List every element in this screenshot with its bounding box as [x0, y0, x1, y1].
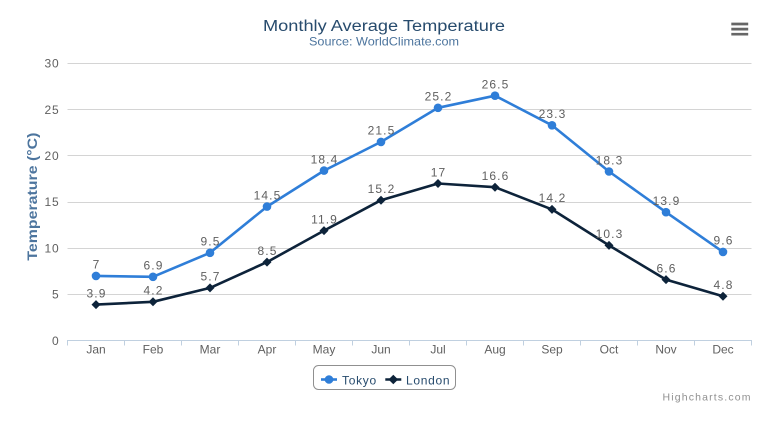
svg-text:Jul: Jul [430, 343, 445, 357]
svg-text:Dec: Dec [712, 343, 733, 357]
svg-text:Apr: Apr [258, 343, 277, 357]
svg-text:London: London [406, 373, 450, 387]
svg-text:17: 17 [431, 165, 447, 179]
svg-text:11.9: 11.9 [311, 212, 338, 226]
svg-text:18.3: 18.3 [596, 153, 624, 167]
svg-text:5: 5 [52, 288, 59, 302]
svg-text:16.6: 16.6 [482, 169, 510, 183]
svg-text:Sep: Sep [541, 343, 563, 357]
svg-text:Highcharts.com: Highcharts.com [663, 392, 751, 404]
svg-text:May: May [313, 343, 336, 357]
svg-text:7: 7 [93, 258, 101, 272]
svg-text:15.2: 15.2 [368, 182, 396, 196]
svg-text:Source: WorldClimate.com: Source: WorldClimate.com [309, 35, 459, 49]
svg-text:25.2: 25.2 [425, 90, 453, 104]
svg-text:15: 15 [45, 195, 60, 209]
svg-text:30: 30 [45, 57, 60, 71]
svg-text:3.9: 3.9 [87, 286, 107, 300]
svg-text:Nov: Nov [655, 343, 676, 357]
svg-text:Jan: Jan [86, 343, 105, 357]
svg-text:23.3: 23.3 [539, 107, 567, 121]
svg-text:4.2: 4.2 [144, 284, 164, 298]
svg-text:0: 0 [52, 334, 59, 348]
svg-text:18.4: 18.4 [311, 152, 339, 166]
svg-text:20: 20 [45, 149, 60, 163]
svg-text:14.2: 14.2 [539, 191, 567, 205]
svg-text:6.9: 6.9 [144, 259, 164, 273]
svg-text:Oct: Oct [600, 343, 619, 357]
svg-text:5.7: 5.7 [201, 270, 221, 284]
svg-text:Temperature (°C): Temperature (°C) [24, 133, 40, 261]
svg-text:21.5: 21.5 [368, 124, 396, 138]
svg-text:Aug: Aug [484, 343, 505, 357]
svg-text:13.9: 13.9 [653, 194, 681, 208]
svg-text:6.6: 6.6 [657, 261, 677, 275]
svg-text:8.5: 8.5 [258, 244, 278, 258]
svg-text:4.8: 4.8 [714, 278, 734, 292]
svg-text:Feb: Feb [143, 343, 164, 357]
svg-text:Monthly Average Temperature: Monthly Average Temperature [263, 18, 505, 35]
svg-text:Mar: Mar [200, 343, 221, 357]
svg-text:10.3: 10.3 [596, 227, 624, 241]
svg-text:Tokyo: Tokyo [342, 373, 377, 387]
svg-text:14.5: 14.5 [254, 188, 282, 202]
svg-text:26.5: 26.5 [482, 78, 510, 92]
svg-text:Jun: Jun [371, 343, 390, 357]
svg-text:9.5: 9.5 [201, 235, 221, 249]
svg-text:10: 10 [45, 241, 60, 255]
svg-text:9.6: 9.6 [714, 234, 734, 248]
svg-text:25: 25 [45, 103, 60, 117]
